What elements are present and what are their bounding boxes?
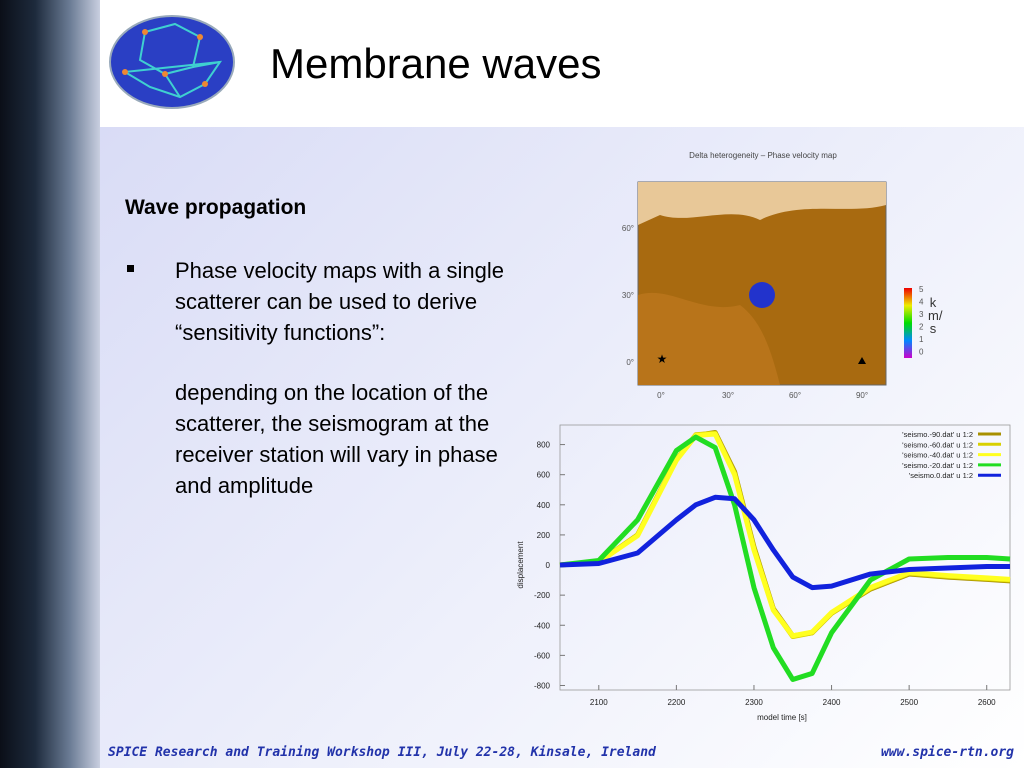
detail-text: depending on the location of the scatter… [175,380,498,498]
receiver-marker [858,357,866,364]
colorbar-label: 5 [919,285,924,294]
source-marker: ★ [657,352,668,366]
map-lon-label: 0° [657,391,665,400]
scatterer [749,282,775,308]
logo-globe [109,15,235,109]
map-lat-label: 0° [626,358,634,367]
map-lon-label: 60° [789,391,801,400]
colorbar-label: 4 [919,298,924,307]
slide-title: Membrane waves [270,40,602,87]
map-land [638,292,780,385]
colorbar-label: 0 [919,348,924,357]
map-title: Delta heterogeneity – Phase velocity map [689,151,837,160]
colorbar [904,288,912,358]
colorbar-label: 3 [919,310,924,319]
colorbar-label: 1 [919,335,924,344]
earth-strip [0,0,100,768]
section-heading: Wave propagation [125,196,307,219]
map-lon-label: 90° [856,391,868,400]
map-lat-label: 30° [622,291,634,300]
footer-left: SPICE Research and Training Workshop III… [108,745,656,760]
map-lat-label: 60° [622,224,634,233]
colorbar-unit: km/s [928,295,943,336]
map-sea [638,182,886,225]
colorbar-label: 2 [919,323,924,332]
footer-right: www.spice-rtn.org [880,745,1014,760]
bullet-text: Phase velocity maps with a single scatte… [175,258,504,345]
velocity-map: Delta heterogeneity – Phase velocity map… [622,151,924,400]
bullet-marker [127,265,134,272]
map-lon-label: 30° [722,391,734,400]
